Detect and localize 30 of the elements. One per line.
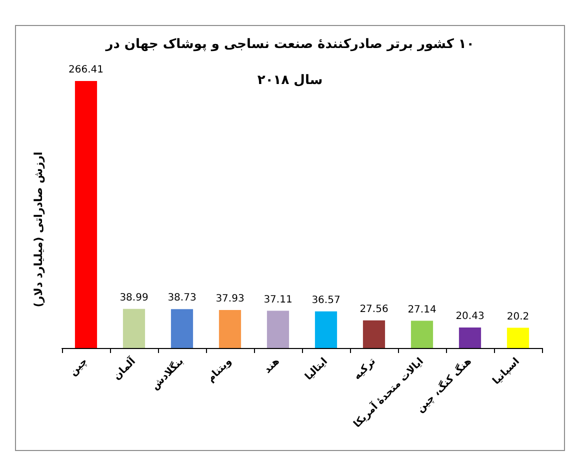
bar: [218, 310, 242, 348]
data-label: 27.56: [360, 304, 388, 315]
bar: [266, 310, 290, 348]
data-label: 20.43: [456, 311, 484, 322]
bar: [458, 328, 482, 348]
bar: [170, 309, 194, 348]
data-label: 37.93: [216, 293, 244, 304]
bar: [314, 311, 338, 348]
bar: [122, 308, 146, 348]
x-tick-label: بنگلادش: [148, 354, 186, 392]
chart-title: ۱۰ کشور برتر صادرکنندهٔ صنعت نساجی و پوشاک جهان در سال ۲۰۱۸: [106, 37, 474, 88]
data-label: 37.11: [264, 294, 292, 306]
x-tick-label: چین: [68, 356, 90, 378]
bar: [506, 328, 530, 348]
data-label: 38.73: [168, 292, 196, 304]
x-tick-label: ویتنام: [205, 356, 234, 385]
data-label: 36.57: [312, 294, 340, 306]
x-tick-label: اسپانیا: [491, 356, 522, 387]
bar: [74, 81, 98, 348]
x-tick-label: ایتالیا: [303, 356, 330, 383]
data-label: 27.14: [408, 304, 436, 316]
data-label: 266.41: [68, 64, 104, 76]
x-tick-label: ترکیه: [352, 356, 378, 382]
data-label: 38.99: [120, 292, 148, 304]
bar: [410, 320, 434, 348]
bar: [362, 320, 386, 348]
x-tick-label: آلمان: [110, 354, 138, 382]
y-axis-title: ارزش صادراتی (میلیارد دلار): [32, 152, 45, 308]
x-tick-label: هند: [262, 356, 282, 376]
data-label: 20.2: [506, 311, 530, 322]
